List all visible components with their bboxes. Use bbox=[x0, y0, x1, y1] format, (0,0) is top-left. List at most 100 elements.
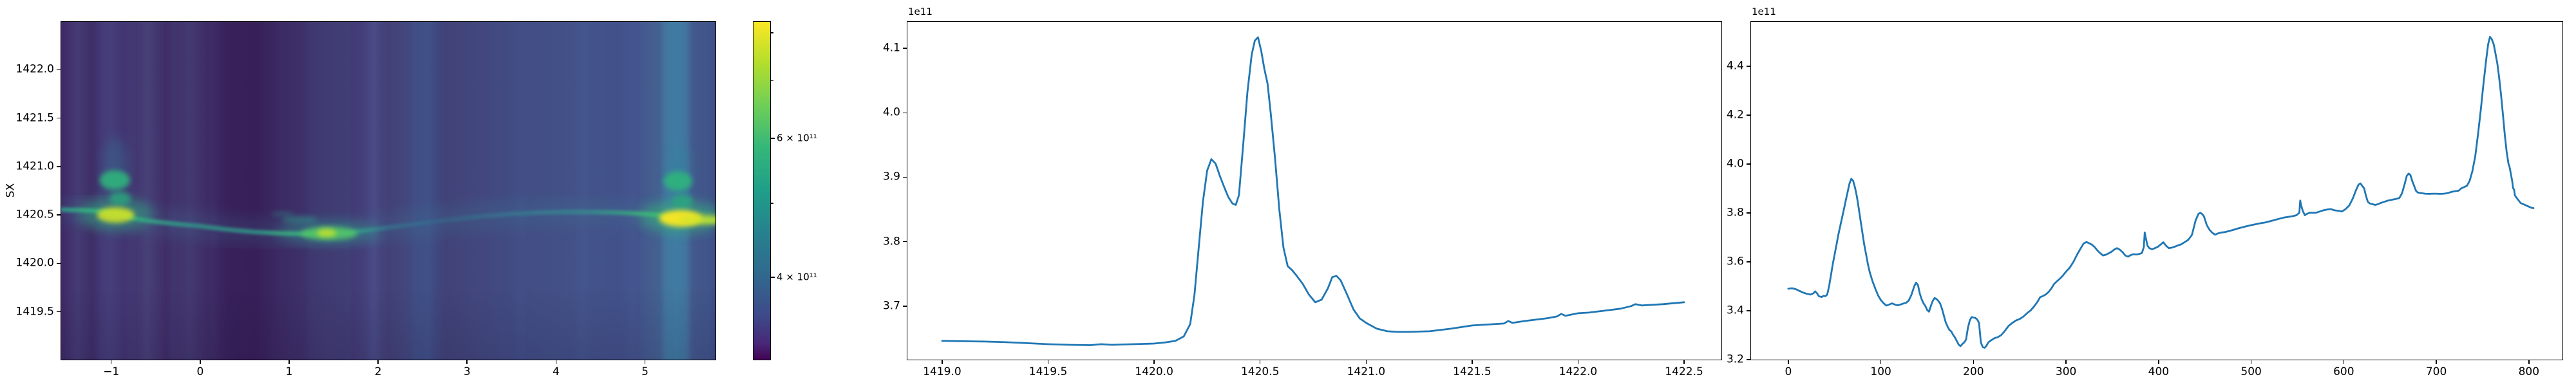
y-tick-label: 3.4 bbox=[1726, 304, 1744, 317]
x-tick-label: 1422.5 bbox=[1665, 365, 1703, 378]
x-tick-label: 1 bbox=[285, 365, 293, 378]
y-tick-mark bbox=[1747, 115, 1750, 116]
x-tick-label: 0 bbox=[196, 365, 204, 378]
x-tick-label: 0 bbox=[1785, 365, 1792, 378]
y-tick-mark bbox=[903, 241, 907, 243]
x-tick-mark bbox=[1365, 360, 1367, 364]
x-tick-mark bbox=[1880, 360, 1882, 364]
x-tick-label: 300 bbox=[2055, 365, 2077, 378]
y-tick-mark bbox=[57, 117, 61, 119]
y-tick-label: 1421.0 bbox=[15, 160, 54, 173]
y-tick-label: 3.8 bbox=[882, 235, 900, 248]
colorbar-tick-mark bbox=[771, 277, 775, 278]
y-tick-label: 3.2 bbox=[1726, 353, 1744, 366]
x-tick-mark bbox=[200, 360, 201, 364]
heatmap-panel bbox=[61, 21, 716, 360]
line-series bbox=[941, 36, 1685, 346]
colorbar-tick-mark bbox=[771, 138, 775, 139]
y-tick-mark bbox=[903, 306, 907, 307]
x-tick-label: 1422.0 bbox=[1558, 365, 1598, 378]
y-tick-label: 4.4 bbox=[1726, 59, 1744, 73]
y-tick-mark bbox=[1747, 212, 1750, 214]
x-tick-label: 3 bbox=[463, 365, 471, 378]
x-tick-mark bbox=[2528, 360, 2530, 364]
y-tick-mark bbox=[903, 112, 907, 114]
x-tick-mark bbox=[1973, 360, 1975, 364]
x-tick-mark bbox=[1259, 360, 1261, 364]
x-tick-mark bbox=[644, 360, 646, 364]
y-tick-label: 1421.5 bbox=[15, 111, 54, 125]
y-tick-mark bbox=[1747, 310, 1750, 311]
x-tick-mark bbox=[2343, 360, 2345, 364]
heatmap-image bbox=[61, 21, 716, 360]
y-tick-label: 3.7 bbox=[882, 299, 900, 313]
x-tick-label: 400 bbox=[2148, 365, 2170, 378]
colorbar-tick-label: 4 × 10¹¹ bbox=[777, 271, 817, 283]
y-tick-mark bbox=[57, 262, 61, 264]
timeseries-panel bbox=[1750, 21, 2563, 360]
y-tick-label: 1422.0 bbox=[15, 62, 54, 76]
spectrum-panel bbox=[907, 21, 1722, 360]
y-tick-label: 4.0 bbox=[1726, 157, 1744, 170]
y-tick-mark bbox=[57, 166, 61, 167]
x-tick-mark bbox=[110, 360, 112, 364]
y-tick-mark bbox=[57, 214, 61, 216]
x-tick-mark bbox=[1577, 360, 1579, 364]
spectrum-offset-label: 1e11 bbox=[908, 6, 933, 17]
y-tick-mark bbox=[903, 48, 907, 49]
heatmap-ylabel: SX bbox=[4, 183, 17, 198]
x-tick-label: 4 bbox=[552, 365, 560, 378]
x-tick-mark bbox=[1788, 360, 1789, 364]
x-tick-mark bbox=[2158, 360, 2159, 364]
y-tick-mark bbox=[1747, 163, 1750, 165]
y-tick-label: 4.1 bbox=[882, 41, 900, 55]
y-tick-mark bbox=[57, 311, 61, 313]
x-tick-mark bbox=[377, 360, 379, 364]
colorbar-minor-tick-mark bbox=[771, 32, 773, 33]
x-tick-label: 1421.5 bbox=[1453, 365, 1492, 378]
x-tick-label: 1420.5 bbox=[1240, 365, 1280, 378]
colorbar-minor-tick-mark bbox=[771, 80, 773, 82]
y-tick-label: 3.6 bbox=[1726, 255, 1744, 268]
x-tick-mark bbox=[942, 360, 943, 364]
x-tick-label: 200 bbox=[1963, 365, 1984, 378]
y-tick-label: 1420.5 bbox=[15, 208, 54, 221]
x-tick-label: 5 bbox=[641, 365, 649, 378]
x-tick-mark bbox=[1683, 360, 1685, 364]
x-tick-label: 1419.0 bbox=[923, 365, 961, 378]
x-tick-mark bbox=[2250, 360, 2252, 364]
y-tick-mark bbox=[57, 69, 61, 71]
x-tick-label: 1421.0 bbox=[1347, 365, 1386, 378]
x-tick-mark bbox=[1153, 360, 1155, 364]
timeseries-offset-label: 1e11 bbox=[1752, 6, 1776, 17]
y-tick-mark bbox=[1747, 359, 1750, 360]
x-tick-label: 600 bbox=[2333, 365, 2354, 378]
y-tick-label: 3.9 bbox=[882, 170, 900, 183]
x-tick-label: 1419.5 bbox=[1028, 365, 1068, 378]
x-tick-mark bbox=[555, 360, 557, 364]
y-tick-label: 1420.0 bbox=[15, 256, 54, 270]
y-tick-mark bbox=[1747, 66, 1750, 67]
x-tick-label: −1 bbox=[103, 365, 120, 378]
y-tick-label: 4.2 bbox=[1726, 108, 1744, 122]
x-tick-label: 500 bbox=[2240, 365, 2262, 378]
x-tick-label: 700 bbox=[2425, 365, 2447, 378]
x-tick-mark bbox=[2065, 360, 2067, 364]
y-tick-mark bbox=[903, 176, 907, 178]
colorbar bbox=[753, 21, 771, 360]
line-series bbox=[1787, 35, 2535, 349]
x-tick-mark bbox=[1047, 360, 1049, 364]
x-tick-label: 2 bbox=[374, 365, 382, 378]
x-tick-label: 100 bbox=[1870, 365, 1891, 378]
colorbar-tick-label: 6 × 10¹¹ bbox=[777, 132, 817, 144]
x-tick-mark bbox=[2436, 360, 2437, 364]
y-tick-label: 4.0 bbox=[882, 106, 900, 119]
y-tick-mark bbox=[1747, 261, 1750, 262]
x-tick-label: 800 bbox=[2518, 365, 2540, 378]
x-tick-mark bbox=[466, 360, 468, 364]
y-tick-label: 1419.5 bbox=[15, 305, 54, 318]
x-tick-mark bbox=[289, 360, 290, 364]
x-tick-mark bbox=[1472, 360, 1473, 364]
x-tick-label: 1420.0 bbox=[1135, 365, 1173, 378]
